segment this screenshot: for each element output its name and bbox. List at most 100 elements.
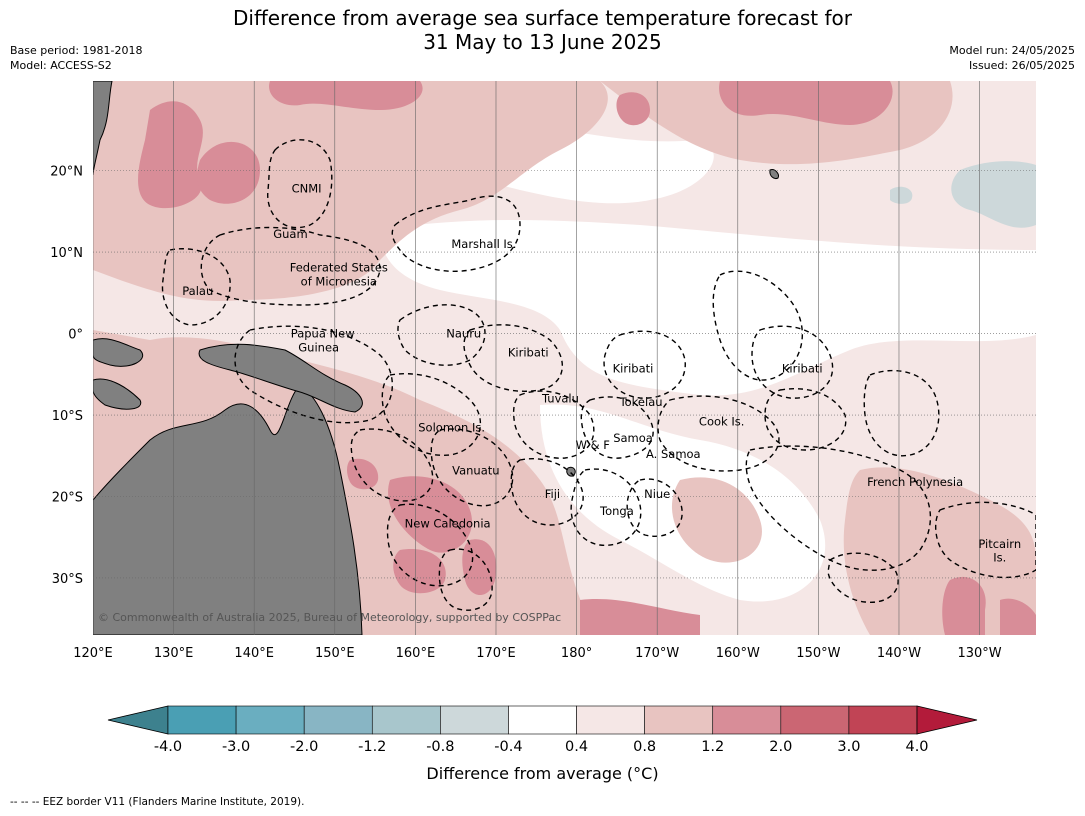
colorbar-segment [440, 705, 509, 735]
eez-borders [161, 139, 1036, 611]
region-label: Samoa [613, 431, 653, 445]
cool-patch [890, 186, 913, 204]
region-label: Cook Is. [699, 415, 744, 429]
graticule [93, 81, 1036, 635]
region-label: Is. [993, 551, 1006, 565]
latitude-tick-labels: 20°N 10°N 0° 10°S 20°S 30°S [50, 165, 83, 587]
region-label: New Caledonia [405, 516, 491, 530]
meta-left: Base period: 1981-2018 Model: ACCESS-S2 [10, 43, 142, 73]
lon-tick-label: 170°E [476, 646, 516, 661]
region-label: Nauru [446, 327, 481, 341]
colorbar-tick-label: 0.4 [565, 739, 588, 755]
lon-tick-label: 130°W [957, 646, 1001, 661]
region-label: Solomon Is. [418, 420, 485, 434]
lon-tick-label: 140°E [234, 646, 274, 661]
colorbar-segment [780, 705, 850, 735]
region-label: Guinea [298, 340, 339, 354]
title-line-1: Difference from average sea surface temp… [232, 6, 852, 30]
colorbar-tick-label: -3.0 [222, 739, 250, 755]
lon-tick-label: 160°E [396, 646, 436, 661]
maritime-continent-landmass [93, 338, 143, 367]
strong-warm-patch [942, 576, 986, 635]
colorbar-title: Difference from average (°C) [426, 764, 659, 783]
warm-patch [843, 467, 1036, 635]
strong-warm-patch [393, 549, 446, 594]
region-label: Guam [273, 227, 307, 241]
base-period: Base period: 1981-2018 [10, 44, 143, 57]
region-label: Niue [644, 487, 670, 501]
colorbar-tick-label: 3.0 [837, 739, 860, 755]
region-label: Kiribati [782, 362, 823, 376]
strong-warm-patch [462, 539, 497, 595]
strong-warm-patch [269, 81, 423, 110]
colorbar-tick-label: 4.0 [905, 739, 928, 755]
warm-patch [93, 81, 608, 301]
colorbar-max-extension [916, 705, 978, 735]
strong-warm-patch [197, 141, 260, 204]
colorbar-segment [167, 705, 237, 735]
lon-tick-label: 170°W [635, 646, 679, 661]
lon-tick-label: 160°W [716, 646, 760, 661]
strong-warm-patch [719, 81, 893, 125]
strong-warm-patch [138, 101, 203, 209]
strong-warm-patch [1000, 598, 1036, 635]
colorbar-segment [371, 705, 441, 735]
longitude-tick-labels: 120°E 130°E 140°E 150°E 160°E 170°E 180° 170°W 1… [73, 646, 1002, 661]
colorbar-min-extension [107, 705, 169, 735]
meta-right: Model run: 24/05/2025 Issued: 26/05/2025 [949, 43, 1075, 73]
region-label: Tokelau [619, 395, 663, 409]
region-label: Marshall Is. [451, 237, 516, 251]
strong-warm-patch [616, 92, 650, 126]
australia-landmass [93, 384, 363, 635]
model-name: Model: ACCESS-S2 [10, 59, 112, 72]
region-label: Kiribati [508, 345, 549, 359]
hawaii-landmass [769, 169, 779, 179]
colorbar-segment [848, 705, 918, 735]
colorbar-tick-label: 2.0 [769, 739, 792, 755]
colorbar-tick-labels: -4.0 -3.0 -2.0 -1.2 -0.8 -0.4 0.4 0.8 1.2 2.0 3.0 4… [154, 739, 929, 755]
colorbar-segment [576, 705, 645, 735]
colorbar-segment [235, 705, 305, 735]
lat-tick-label: 20°S [52, 491, 83, 506]
issued-date: Issued: 26/05/2025 [968, 59, 1075, 72]
region-label: Vanuatu [452, 463, 499, 477]
model-run: Model run: 24/05/2025 [949, 44, 1075, 57]
warm-patch [671, 477, 762, 563]
strong-warm-patch [388, 476, 472, 553]
region-label: Pitcairn [978, 537, 1021, 551]
region-label: Tonga [599, 504, 634, 518]
new-guinea-landmass [198, 343, 363, 413]
strong-warm-patch [580, 598, 700, 635]
title-line-2: 31 May to 13 June 2025 [423, 30, 662, 54]
colorbar-tick-label: -1.2 [358, 739, 386, 755]
region-label: Federated States [290, 261, 388, 275]
fiji-landmass [566, 466, 576, 477]
region-label: French Polynesia [867, 475, 963, 489]
lon-tick-label: 130°E [154, 646, 194, 661]
colorbar-tick-label: -4.0 [154, 739, 182, 755]
colorbar-segment [303, 705, 373, 735]
region-label: of Micronesia [301, 274, 377, 288]
region-label: Tuvalu [541, 392, 579, 406]
lon-tick-label: 150°W [796, 646, 840, 661]
lon-tick-label: 140°W [877, 646, 921, 661]
region-label: Fiji [545, 487, 560, 501]
region-label: CNMI [292, 182, 322, 196]
colorbar-tick-label: 0.8 [633, 739, 656, 755]
region-label: Papua New [291, 327, 355, 341]
eez-legend-note: -- -- -- EEZ border V11 (Flanders Marine… [10, 796, 305, 808]
cool-patch [951, 161, 1036, 228]
colorbar-segment [644, 705, 714, 735]
map-title: Difference from average sea surface temp… [0, 6, 1085, 54]
region-label: Palau [182, 284, 213, 298]
lat-tick-label: 0° [68, 328, 83, 343]
colorbar-tick-label: -2.0 [290, 739, 318, 755]
lat-tick-label: 10°S [52, 409, 83, 424]
lon-tick-label: 120°E [73, 646, 113, 661]
lon-tick-label: 150°E [315, 646, 355, 661]
region-label: A. Samoa [646, 447, 701, 461]
lat-tick-label: 20°N [50, 165, 83, 180]
